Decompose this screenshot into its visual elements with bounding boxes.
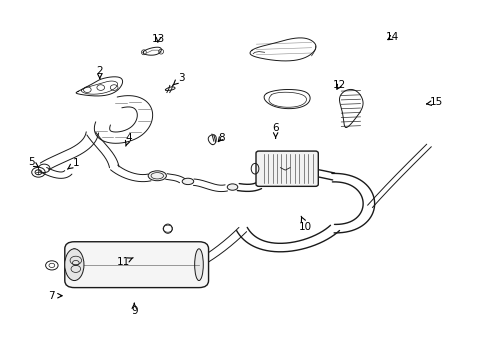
Text: 11: 11 <box>117 257 133 267</box>
Ellipse shape <box>194 249 203 280</box>
Text: 14: 14 <box>385 32 398 42</box>
Text: 9: 9 <box>131 303 137 316</box>
Text: 13: 13 <box>151 34 164 44</box>
Text: 15: 15 <box>426 98 442 107</box>
FancyBboxPatch shape <box>256 151 318 186</box>
Text: 10: 10 <box>299 216 312 231</box>
Text: 2: 2 <box>96 66 103 78</box>
Text: 4: 4 <box>125 133 132 146</box>
Ellipse shape <box>148 171 166 181</box>
Text: 7: 7 <box>48 291 62 301</box>
Ellipse shape <box>70 249 79 280</box>
Text: 6: 6 <box>272 123 278 138</box>
Ellipse shape <box>182 178 193 185</box>
Text: 3: 3 <box>173 73 184 85</box>
Text: 8: 8 <box>218 133 224 143</box>
Ellipse shape <box>227 184 237 190</box>
FancyBboxPatch shape <box>64 242 208 288</box>
Text: 5: 5 <box>28 157 38 167</box>
Text: 1: 1 <box>67 158 79 169</box>
Text: 12: 12 <box>332 80 346 90</box>
Ellipse shape <box>64 249 84 280</box>
